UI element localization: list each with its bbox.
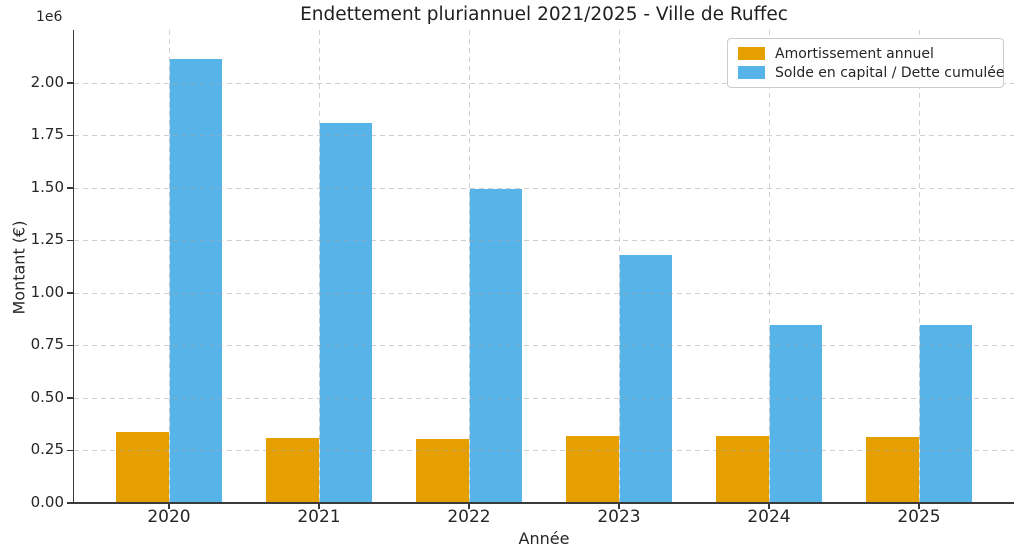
y-axis-offset-label: 1e6 bbox=[36, 9, 63, 25]
legend-swatch-icon bbox=[738, 66, 765, 79]
y-tick-label: 1.00 bbox=[30, 282, 64, 301]
bar-2021-series-1 bbox=[319, 123, 372, 503]
y-tick-label: 1.25 bbox=[30, 230, 64, 249]
y-tick-mark bbox=[66, 344, 73, 347]
y-tick-label: 0.00 bbox=[30, 493, 64, 511]
plot-area bbox=[74, 30, 1014, 503]
x-tick-label-2023: 2023 bbox=[597, 507, 641, 527]
y-tick-mark bbox=[66, 449, 73, 452]
bar-2023-series-1 bbox=[619, 254, 672, 503]
chart-title: Endettement pluriannuel 2021/2025 - Vill… bbox=[300, 4, 788, 25]
bar-2020-series-1 bbox=[169, 59, 222, 503]
y-axis-spine bbox=[72, 30, 75, 504]
bar-2025-series-1 bbox=[919, 324, 972, 503]
legend-swatch-icon bbox=[738, 47, 765, 60]
y-tick-label: 2.00 bbox=[30, 72, 64, 91]
y-tick-label: 0.50 bbox=[30, 387, 64, 406]
x-axis-label: Année bbox=[518, 529, 570, 548]
y-tick-mark bbox=[66, 187, 73, 189]
x-tick-label-2021: 2021 bbox=[297, 507, 341, 527]
bar-2020-series-0 bbox=[116, 432, 169, 503]
bar-2024-series-1 bbox=[769, 324, 822, 503]
y-tick-label: 1.50 bbox=[30, 177, 64, 196]
bar-2021-series-0 bbox=[266, 438, 319, 503]
x-tick-mark bbox=[318, 503, 320, 509]
y-tick-mark bbox=[66, 292, 73, 294]
x-tick-mark bbox=[168, 503, 170, 509]
x-tick-label-2020: 2020 bbox=[147, 507, 191, 527]
x-tick-mark bbox=[768, 503, 770, 509]
legend-row: Solde en capital / Dette cumulée bbox=[738, 63, 1005, 82]
y-tick-label: 0.75 bbox=[30, 335, 64, 354]
x-axis-spine bbox=[72, 502, 1014, 504]
x-tick-mark bbox=[618, 503, 620, 509]
x-tick-mark bbox=[468, 503, 470, 509]
y-tick-mark bbox=[66, 239, 73, 242]
legend-label: Amortissement annuel bbox=[775, 45, 934, 62]
y-tick-mark bbox=[66, 502, 73, 504]
x-tick-label-2022: 2022 bbox=[447, 507, 491, 527]
bar-2022-series-1 bbox=[469, 188, 522, 503]
y-tick-label: 0.25 bbox=[30, 440, 64, 459]
y-tick-mark bbox=[66, 397, 73, 399]
x-tick-mark bbox=[918, 503, 920, 509]
y-tick-mark bbox=[66, 134, 73, 137]
bar-2022-series-0 bbox=[416, 438, 469, 503]
y-tick-mark bbox=[66, 82, 73, 84]
legend: Amortissement annuel Solde en capital / D… bbox=[727, 38, 1005, 88]
legend-label: Solde en capital / Dette cumulée bbox=[775, 64, 1005, 81]
x-tick-label-2025: 2025 bbox=[897, 507, 941, 527]
bar-2023-series-0 bbox=[566, 435, 619, 503]
legend-row: Amortissement annuel bbox=[738, 44, 993, 63]
y-tick-label: 1.75 bbox=[30, 125, 64, 144]
bar-2024-series-0 bbox=[716, 435, 769, 503]
bar-2025-series-0 bbox=[866, 437, 919, 503]
x-tick-label-2024: 2024 bbox=[747, 507, 791, 527]
